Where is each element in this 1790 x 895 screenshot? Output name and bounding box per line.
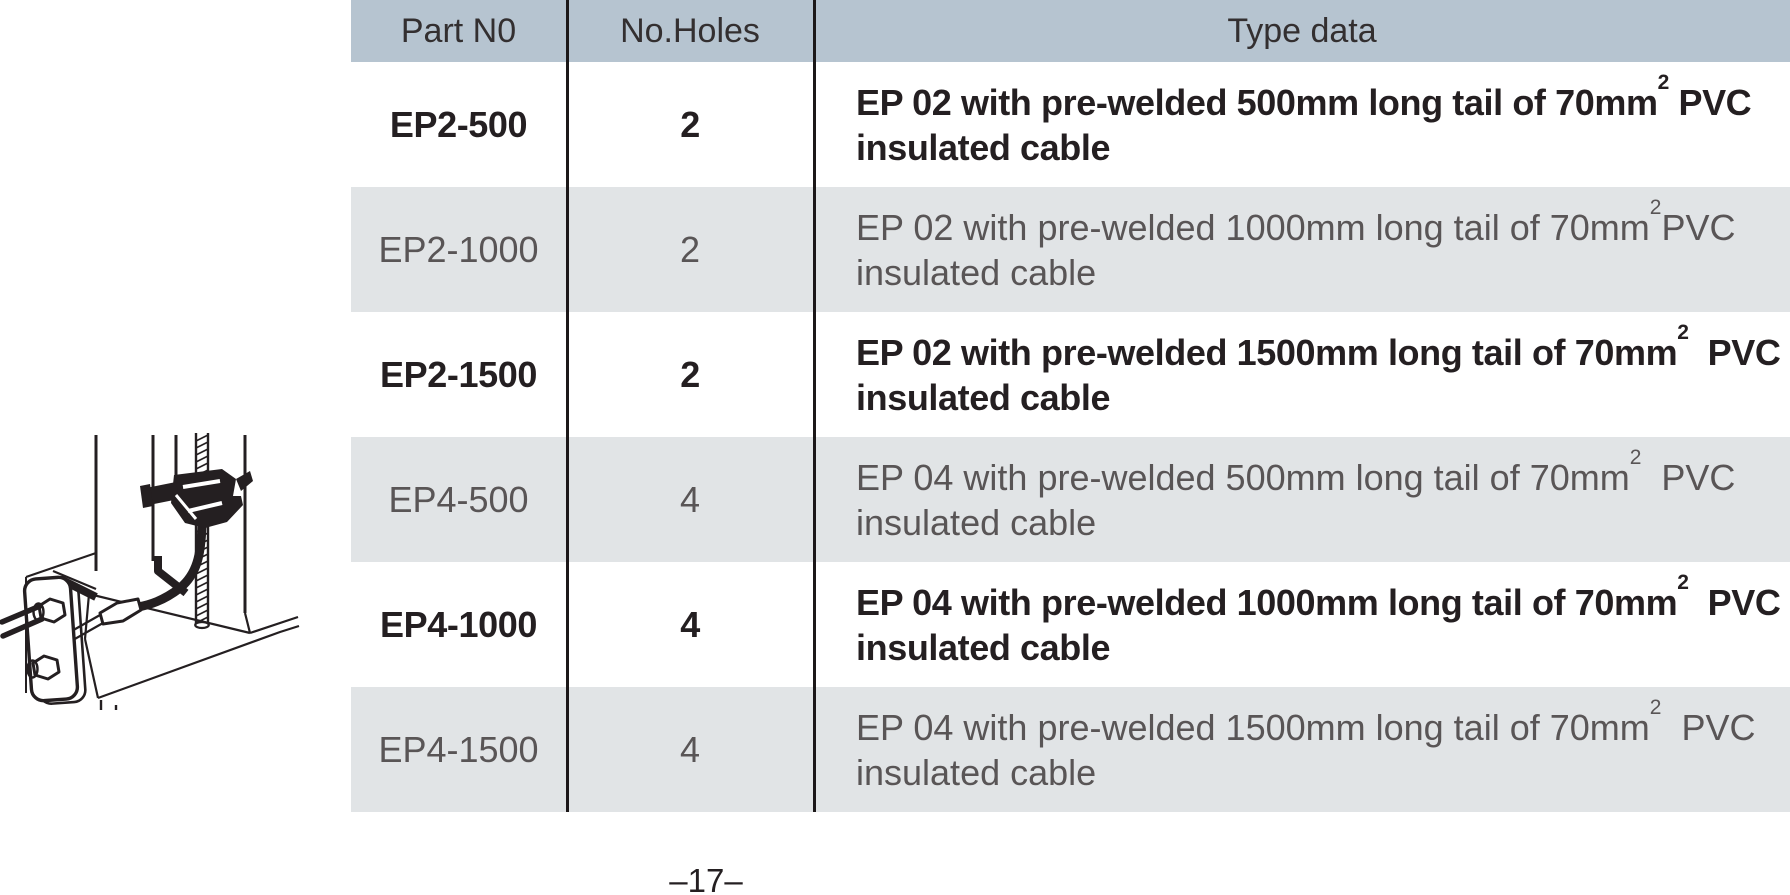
part-no-cell: EP2-1000 bbox=[378, 228, 539, 270]
type-text-line2: insulated cable bbox=[856, 751, 1097, 793]
part-no-cell: EP2-1500 bbox=[380, 353, 537, 395]
type-data-cell: EP 02 with pre-welded 1500mm long tail o… bbox=[814, 312, 1790, 437]
page-number: –17– bbox=[669, 862, 743, 895]
holes-cell: 4 bbox=[679, 728, 701, 770]
clamp-highlight bbox=[174, 494, 198, 520]
holes-cell: 4 bbox=[679, 478, 701, 520]
type-data-cell: EP 02 with pre-welded 1000mm long tail o… bbox=[814, 187, 1790, 312]
parts-table: Part N0 No.Holes Type data EP2-500 2 EP … bbox=[351, 0, 1790, 812]
type-data-cell: EP 04 with pre-welded 1500mm long tail o… bbox=[814, 687, 1790, 812]
bonding-plate bbox=[22, 575, 80, 703]
clamp-bolt-head bbox=[140, 484, 153, 508]
floor-lines bbox=[83, 592, 300, 700]
table-row: EP2-500 2 EP 02 with pre-welded 500mm lo… bbox=[351, 62, 1790, 187]
table-header-row: Part N0 No.Holes Type data bbox=[351, 0, 1790, 62]
holes-cell: 2 bbox=[680, 103, 700, 145]
holes-cell: 2 bbox=[679, 228, 701, 270]
type-text: EP 04 with pre-welded 500mm long tail of… bbox=[856, 456, 1630, 498]
clamp-highlight bbox=[187, 501, 223, 513]
cable-lug bbox=[98, 597, 143, 626]
type-text-line2: insulated cable bbox=[856, 126, 1111, 168]
superscript-2: 2 bbox=[1649, 195, 1662, 219]
table-row: EP4-500 4 EP 04 with pre-welded 500mm lo… bbox=[351, 437, 1790, 562]
holes-cell: 2 bbox=[680, 353, 700, 395]
superscript-2: 2 bbox=[1677, 320, 1689, 344]
type-text: EP 04 with pre-welded 1000mm long tail o… bbox=[856, 581, 1678, 623]
type-text-post: PVC bbox=[1688, 331, 1781, 373]
type-data-cell: EP 02 with pre-welded 500mm long tail of… bbox=[814, 62, 1790, 187]
column-header-part-no: Part N0 bbox=[400, 11, 517, 50]
type-text: EP 04 with pre-welded 1500mm long tail o… bbox=[856, 706, 1650, 748]
type-text-post: PVC bbox=[1641, 456, 1736, 498]
superscript-2: 2 bbox=[1677, 570, 1689, 594]
column-header-no-holes: No.Holes bbox=[620, 11, 760, 50]
type-text: EP 02 with pre-welded 500mm long tail of… bbox=[856, 81, 1658, 123]
type-text: EP 02 with pre-welded 1000mm long tail o… bbox=[856, 206, 1650, 248]
holes-cell: 4 bbox=[680, 603, 700, 645]
clamp-bolt bbox=[146, 482, 179, 505]
hex-bolt-bottom-rim bbox=[26, 659, 39, 679]
cable-stubs bbox=[0, 603, 45, 639]
table-row: EP4-1000 4 EP 04 with pre-welded 1000mm … bbox=[351, 562, 1790, 687]
rebar-clamp bbox=[171, 469, 243, 528]
type-text-post: PVC bbox=[1668, 81, 1752, 123]
type-text-line2: insulated cable bbox=[856, 251, 1097, 293]
type-data-cell: EP 04 with pre-welded 500mm long tail of… bbox=[814, 437, 1790, 562]
table-row: EP2-1500 2 EP 02 with pre-welded 1500mm … bbox=[351, 312, 1790, 437]
part-no-cell: EP4-1000 bbox=[380, 603, 537, 645]
clamp-highlight bbox=[182, 479, 221, 489]
type-data-cell: EP 04 with pre-welded 1000mm long tail o… bbox=[814, 562, 1790, 687]
table-row: EP4-1500 4 EP 04 with pre-welded 1500mm … bbox=[351, 687, 1790, 812]
column-divider bbox=[566, 0, 569, 812]
type-text-post: PVC bbox=[1688, 581, 1781, 623]
rebar-rod bbox=[194, 433, 210, 624]
type-text-post: PVC bbox=[1661, 706, 1756, 748]
part-no-cell: EP2-500 bbox=[389, 103, 528, 145]
superscript-2: 2 bbox=[1657, 70, 1670, 94]
superscript-2: 2 bbox=[1629, 445, 1642, 469]
type-text: EP 02 with pre-welded 1500mm long tail o… bbox=[856, 331, 1678, 373]
type-text-line2: insulated cable bbox=[856, 501, 1097, 543]
earth-cable bbox=[133, 520, 207, 612]
column-header-type-data: Type data bbox=[1227, 11, 1377, 50]
installation-drawing-figure bbox=[0, 433, 300, 710]
table-row: EP2-1000 2 EP 02 with pre-welded 1000mm … bbox=[351, 187, 1790, 312]
part-no-cell: EP4-1500 bbox=[378, 728, 539, 770]
superscript-2: 2 bbox=[1649, 695, 1662, 719]
type-text-line2: insulated cable bbox=[856, 626, 1111, 668]
post-stubs bbox=[99, 700, 118, 710]
column-divider bbox=[813, 0, 816, 812]
type-text-line2: insulated cable bbox=[856, 376, 1111, 418]
part-no-cell: EP4-500 bbox=[388, 478, 529, 520]
clamp-wing bbox=[236, 471, 253, 491]
frame-sill-edge bbox=[52, 569, 97, 591]
type-text-post: PVC bbox=[1661, 206, 1736, 248]
